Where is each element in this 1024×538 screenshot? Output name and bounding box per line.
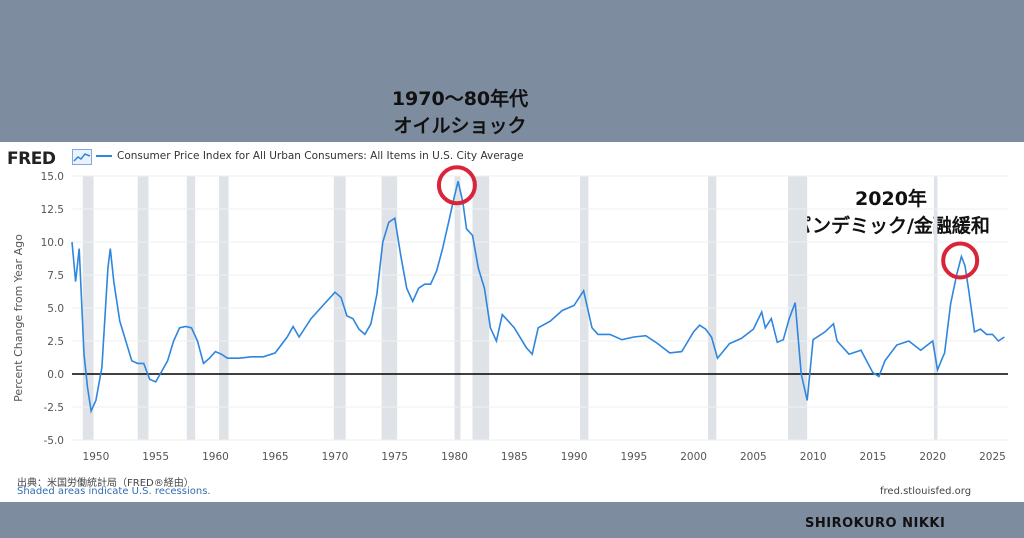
fred-url: fred.stlouisfed.org bbox=[880, 486, 972, 497]
y-tick-label-3: 7.5 bbox=[47, 270, 64, 282]
oil-shock-annotation: 1970〜80年代 オイルショック bbox=[350, 86, 570, 140]
top-background bbox=[0, 0, 1024, 142]
x-tick-label-5: 1975 bbox=[381, 451, 408, 463]
recession-note: Shaded areas indicate U.S. recessions. bbox=[17, 486, 211, 497]
x-tick-label-15: 2025 bbox=[979, 451, 1006, 463]
pandemic-highlight bbox=[941, 241, 980, 280]
chart-panel bbox=[0, 142, 1024, 502]
y-tick-label-2: 10.0 bbox=[41, 237, 64, 249]
x-tick-label-7: 1985 bbox=[501, 451, 528, 463]
gridlines bbox=[72, 175, 1008, 441]
y-tick-label-1: 12.5 bbox=[41, 204, 64, 216]
x-tick-label-6: 1980 bbox=[441, 451, 468, 463]
y-tick-label-4: 5.0 bbox=[47, 303, 64, 315]
fred-chart-icon bbox=[72, 149, 92, 165]
y-tick-labels: 15.0 12.5 10.0 7.5 5.0 2.5 0.0 -2.5 -5.0 bbox=[41, 171, 64, 447]
brand-label: SHIROKURO NIKKI bbox=[805, 516, 946, 531]
x-tick-label-4: 1970 bbox=[322, 451, 349, 463]
x-tick-labels: 1950 1955 1960 1965 1970 1975 1980 1985 1990 1995… bbox=[83, 451, 1006, 463]
cpi-series-line bbox=[71, 181, 1005, 414]
oil-shock-highlight bbox=[436, 165, 477, 206]
x-tick-label-9: 1995 bbox=[620, 451, 647, 463]
x-tick-label-8: 1990 bbox=[561, 451, 588, 463]
x-tick-label-11: 2005 bbox=[740, 451, 767, 463]
x-tick-label-2: 1960 bbox=[202, 451, 229, 463]
fred-logo: FRED bbox=[7, 149, 56, 169]
y-tick-label-8: -5.0 bbox=[44, 435, 65, 447]
chart-legend: Consumer Price Index for All Urban Consu… bbox=[96, 150, 524, 162]
legend-swatch bbox=[96, 155, 112, 157]
y-tick-label-7: -2.5 bbox=[44, 402, 65, 414]
pandemic-annotation: 2020年 パンデミック/金融緩和 bbox=[760, 186, 1022, 240]
legend-label: Consumer Price Index for All Urban Consu… bbox=[117, 150, 524, 162]
x-tick-label-0: 1950 bbox=[83, 451, 110, 463]
x-tick-label-1: 1955 bbox=[142, 451, 169, 463]
y-tick-label-0: 15.0 bbox=[41, 171, 64, 183]
y-tick-label-5: 2.5 bbox=[47, 336, 64, 348]
y-tick-label-6: 0.0 bbox=[47, 369, 64, 381]
x-tick-label-3: 1965 bbox=[262, 451, 289, 463]
x-tick-label-13: 2015 bbox=[860, 451, 887, 463]
y-axis-label: Percent Change from Year Ago bbox=[12, 234, 25, 402]
source-note: 出典：米国労働統計局（FRED®経由） bbox=[17, 478, 194, 489]
bottom-background bbox=[0, 502, 1024, 538]
oil-shock-line1: 1970〜80年代 bbox=[391, 88, 529, 110]
oil-shock-line2: オイルショック bbox=[393, 115, 527, 137]
pandemic-line2: パンデミック/金融緩和 bbox=[792, 215, 990, 237]
x-tick-label-12: 2010 bbox=[800, 451, 827, 463]
pandemic-line1: 2020年 bbox=[855, 188, 927, 210]
x-tick-label-14: 2020 bbox=[919, 451, 946, 463]
x-tick-label-10: 2000 bbox=[680, 451, 707, 463]
